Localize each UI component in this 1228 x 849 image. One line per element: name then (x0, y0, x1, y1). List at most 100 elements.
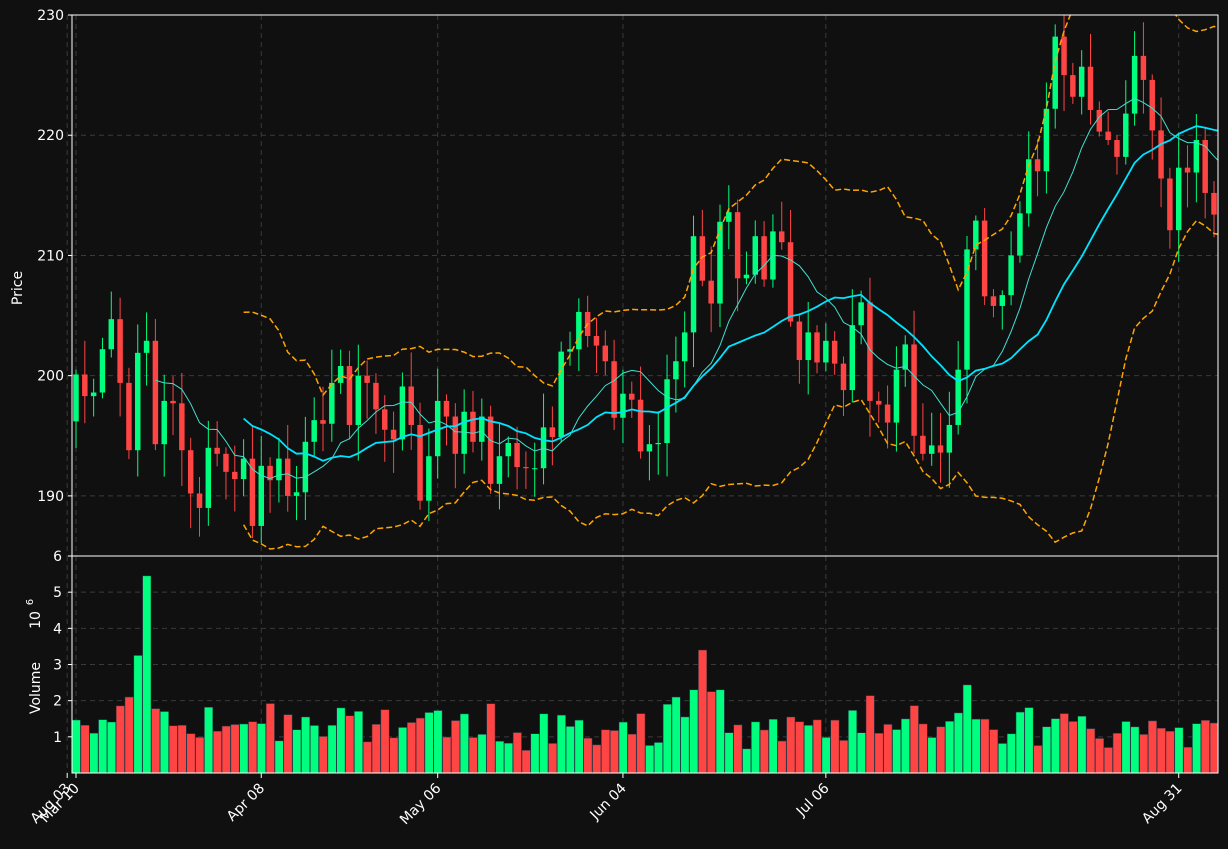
volume-bar (865, 695, 875, 773)
candle-body (911, 344, 917, 436)
volume-bar (733, 724, 743, 773)
candle-body (620, 393, 626, 418)
candle-body (205, 447, 212, 508)
candle-body (479, 416, 485, 442)
volume-bar (1139, 734, 1149, 773)
candle-body (355, 375, 362, 425)
volume-tick-label: 5 (53, 585, 62, 601)
candle-body (1149, 79, 1155, 131)
candle-body (726, 212, 732, 222)
volume-bar (283, 714, 293, 773)
volume-bar (389, 737, 399, 773)
candle-body (1158, 130, 1164, 179)
candle-body (443, 400, 450, 417)
volume-bar (1192, 723, 1202, 773)
candle-body (849, 325, 856, 391)
volume-bar (239, 723, 249, 773)
volume-bar (1077, 715, 1087, 773)
volume-bar (856, 732, 866, 773)
candle-body (805, 332, 811, 361)
volume-bar (989, 729, 999, 773)
candle-body (417, 424, 423, 501)
candle-body (946, 424, 953, 453)
volume-bar (918, 723, 928, 773)
volume-bar (407, 722, 416, 773)
candle-body (955, 369, 961, 425)
candle-body (452, 416, 459, 454)
volume-bar (230, 724, 240, 773)
candle-body (699, 236, 706, 281)
price-tick-label: 230 (37, 8, 64, 24)
volume-bar (521, 750, 531, 773)
candle-body (531, 468, 538, 470)
candle-body (734, 212, 741, 279)
volume-bar (751, 721, 760, 773)
volume-bar (72, 719, 81, 773)
candle-body (346, 366, 353, 425)
candle-body (549, 427, 556, 437)
candle-body (267, 465, 273, 481)
candle-body (1070, 75, 1076, 97)
volume-bar (486, 703, 496, 773)
volume-bar (795, 721, 805, 773)
candle-body (920, 435, 926, 454)
volume-bar (574, 719, 584, 773)
volume-multiplier-exponent: 6 (25, 599, 36, 605)
candle-body (717, 221, 723, 304)
candle-body (470, 411, 476, 442)
volume-bar (786, 716, 796, 773)
volume-bar (812, 719, 822, 773)
candle-body (876, 400, 882, 405)
candle-body (964, 249, 970, 370)
candle-body (867, 302, 873, 401)
volume-bar (680, 716, 690, 773)
volume-bar (345, 715, 355, 773)
candle-body (1202, 140, 1208, 193)
volume-bar (565, 726, 575, 773)
volume-bar (115, 705, 125, 773)
candle-body (161, 400, 167, 445)
candle-body (284, 458, 291, 496)
lower-band-line (242, 219, 1218, 550)
volume-bar (512, 732, 522, 773)
candle-body (117, 319, 123, 383)
volume-bar (1015, 711, 1025, 773)
upper-band-line (243, 15, 1218, 397)
volume-bar (177, 725, 187, 773)
volume-bar (1183, 746, 1193, 773)
volume-bar (548, 743, 558, 773)
candle-body (487, 416, 494, 484)
volume-bar (168, 725, 178, 773)
candle-body (1105, 131, 1111, 141)
volume-bar (901, 718, 910, 773)
candle-body (329, 382, 335, 424)
candle-body (1052, 36, 1058, 109)
price-tick-label: 190 (37, 489, 64, 505)
candle-body (611, 361, 617, 418)
candle-body (143, 340, 150, 353)
candle-body (655, 442, 661, 445)
volume-bar (380, 709, 390, 773)
volume-bar (909, 705, 919, 773)
candle-body (320, 420, 326, 424)
candle-body (973, 220, 979, 250)
volume-bar (998, 743, 1007, 773)
volume-bar (212, 730, 222, 773)
volume-bar (310, 725, 319, 773)
volume-bar (107, 721, 116, 773)
volume-bar (768, 718, 778, 773)
price-tick-label: 200 (37, 369, 64, 385)
volume-bar (804, 725, 813, 773)
volume-bar (459, 713, 469, 773)
candle-body (981, 220, 988, 297)
volume-bar (248, 721, 258, 773)
volume-bar (945, 721, 955, 773)
volume-bar (892, 729, 902, 773)
volume-bar (698, 649, 708, 773)
candle-body (602, 345, 609, 362)
volume-bar (715, 689, 725, 773)
candle-body (814, 332, 820, 363)
volume-bar (371, 724, 381, 773)
candle-body (240, 458, 247, 480)
